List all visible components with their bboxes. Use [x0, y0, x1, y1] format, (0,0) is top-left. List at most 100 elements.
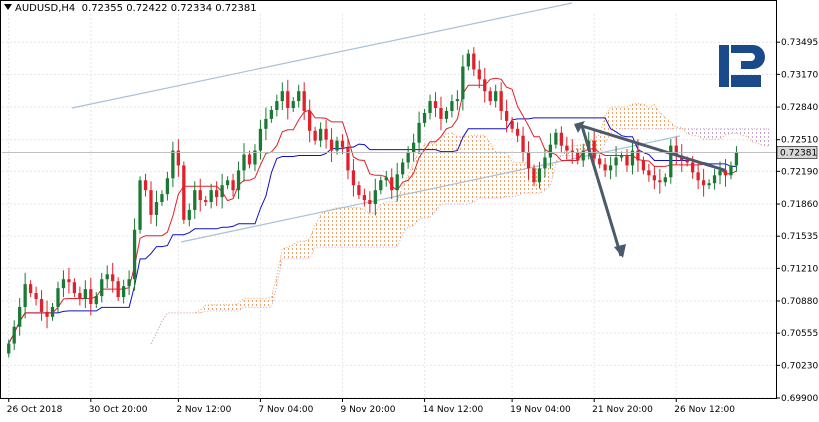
forecast-arrow-head-down — [614, 244, 626, 258]
candle — [39, 290, 44, 321]
ichimoku-cloud-segment — [654, 104, 660, 129]
kijun-sen-line — [8, 117, 737, 344]
candle — [461, 55, 465, 111]
plot-frame — [0, 0, 777, 399]
candle — [428, 94, 432, 120]
candle — [734, 146, 739, 172]
candle — [121, 279, 126, 304]
candle-body — [247, 154, 252, 165]
candle-body — [176, 150, 180, 166]
candle-body — [329, 139, 334, 151]
candle-body — [641, 160, 646, 171]
candle-body — [488, 91, 492, 102]
ichimoku-cloud-segment — [479, 135, 485, 199]
candle-body — [209, 190, 213, 203]
candle-body — [335, 140, 339, 151]
candle — [548, 133, 553, 169]
candle-body — [291, 101, 295, 109]
candle-body — [669, 145, 673, 178]
ichimoku-cloud-segment — [227, 304, 234, 311]
candle-body — [7, 343, 11, 354]
candle — [565, 136, 569, 160]
candle — [225, 176, 230, 190]
candle — [488, 87, 492, 106]
candle — [395, 162, 399, 202]
ichimoku-cloud-segment — [238, 298, 245, 311]
candle — [477, 60, 481, 89]
candle-body — [450, 101, 454, 111]
ichimoku-cloud-segment — [659, 112, 666, 129]
candle — [543, 148, 547, 178]
candle — [143, 173, 148, 197]
ichimoku-cloud-segment — [741, 128, 748, 137]
candle-body — [718, 170, 722, 176]
candle — [368, 191, 372, 213]
candle-body — [149, 190, 153, 215]
candle-body — [379, 180, 383, 191]
candle — [625, 149, 629, 172]
candle-body — [324, 128, 328, 140]
candle-body — [417, 122, 421, 143]
candle-body — [723, 170, 728, 176]
y-tick-label: 0.72190 — [781, 167, 818, 177]
candle — [466, 49, 470, 71]
candle — [630, 141, 635, 175]
candle-body — [395, 174, 399, 191]
chart-header: AUDUSD,H4 0.72355 0.72422 0.72334 0.7238… — [4, 3, 257, 14]
candle — [236, 161, 241, 200]
candle-body — [712, 175, 717, 184]
candle — [23, 272, 27, 319]
candle-body — [346, 147, 350, 171]
x-tick-label: 21 Nov 20:00 — [592, 405, 653, 415]
candle — [559, 126, 563, 153]
ichimoku-cloud-segment — [402, 174, 409, 235]
ichimoku-cloud-segment — [610, 107, 617, 133]
candle — [494, 84, 498, 108]
ichimoku-cloud-segment — [637, 103, 644, 129]
ichimoku-cloud-segment — [211, 304, 217, 311]
candle — [111, 262, 115, 293]
candle-body — [78, 293, 82, 300]
candle-body — [510, 120, 514, 129]
candle-body — [581, 150, 585, 161]
ichimoku-cloud-segment — [758, 128, 764, 146]
candle — [83, 280, 87, 308]
y-tick-label: 0.73495 — [781, 38, 818, 48]
ichimoku-cloud-segment — [249, 298, 255, 308]
candle-body — [18, 306, 22, 327]
candle — [308, 99, 312, 143]
ichimoku-cloud-segment — [397, 186, 403, 248]
y-tick-label: 0.71860 — [781, 200, 818, 210]
candle — [701, 168, 706, 197]
candle-body — [515, 128, 520, 136]
candle-body — [132, 229, 137, 280]
ichimoku-cloud-segment — [265, 297, 272, 308]
ichimoku-cloud-segment — [752, 128, 759, 144]
candle-body — [269, 110, 274, 119]
candle — [581, 144, 585, 167]
candle — [554, 128, 558, 149]
ichimoku-cloud-segment — [244, 298, 250, 308]
candle — [56, 281, 60, 314]
candle-body — [384, 177, 388, 181]
candle-body — [105, 274, 109, 280]
ichimoku-cloud-segment — [451, 132, 458, 205]
x-tick-label: 14 Nov 12:00 — [423, 405, 484, 415]
candle — [171, 141, 175, 188]
candle-body — [61, 279, 66, 289]
ichimoku-cloud-segment — [747, 128, 753, 143]
ichimoku-cloud-segment — [703, 128, 710, 140]
candle — [89, 277, 93, 316]
ichimoku-cloud-segment — [725, 128, 731, 135]
y-tick-label: 0.70555 — [781, 329, 818, 339]
candle — [608, 156, 613, 180]
candle — [515, 122, 520, 143]
collapse-triangle-icon[interactable] — [4, 4, 12, 10]
candle-body — [231, 180, 235, 191]
candle — [521, 126, 525, 162]
candle-body — [499, 91, 503, 111]
candle-body — [280, 91, 284, 102]
candle-body — [401, 162, 405, 175]
candle-body — [220, 185, 224, 198]
ichimoku-cloud-segment — [326, 209, 332, 248]
